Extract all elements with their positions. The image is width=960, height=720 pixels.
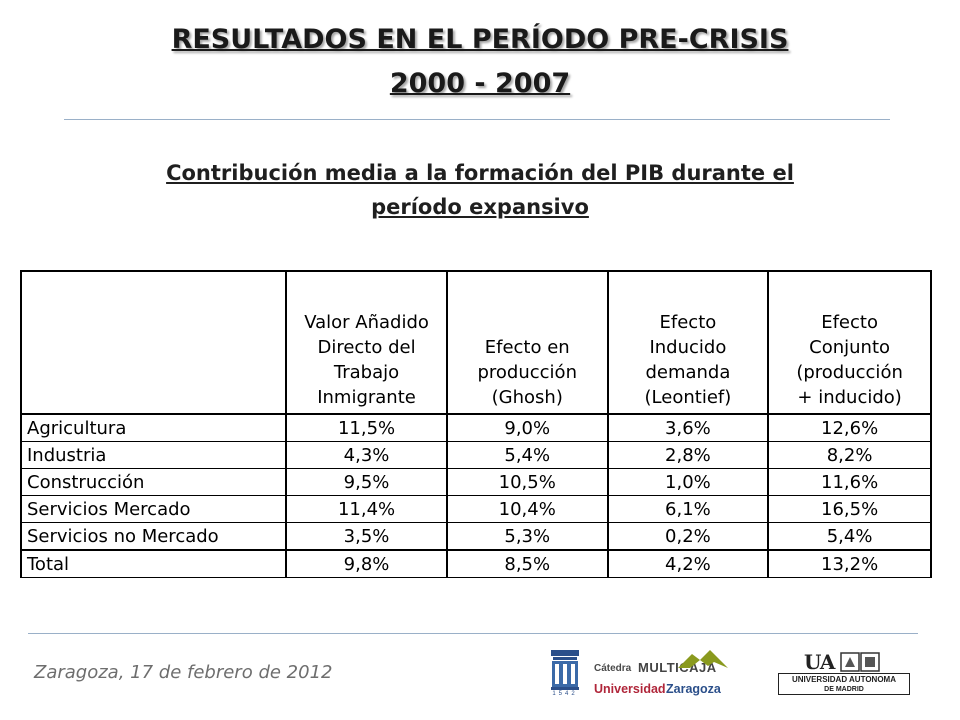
uam-name-line1: UNIVERSIDAD AUTONOMA (791, 675, 896, 684)
mountain-icon (678, 650, 728, 668)
cell-induced-effect: 0,2% (606, 522, 770, 551)
slide-title: RESULTADOS EN EL PERÍODO PRE-CRISIS (171, 24, 789, 55)
cell-production-effect: 10,5% (445, 468, 609, 496)
table-row: Industria 4,3% 5,4% 2,8% 8,2% (19, 441, 932, 469)
cell-direct-value: 11,5% (285, 413, 448, 442)
zaragoza-label: Zaragoza (666, 682, 721, 696)
cell-production-effect: 9,0% (445, 413, 609, 442)
zaragoza-crest-year: 1542 (552, 691, 578, 697)
cell-induced-effect: 2,8% (606, 441, 770, 469)
cell-induced-effect: 6,1% (606, 495, 770, 523)
cell-direct-value: 9,8% (285, 549, 448, 578)
cell-joint-effect: 12,6% (767, 413, 932, 442)
cell-joint-effect: 8,2% (767, 441, 932, 469)
catedra-label: Cátedra (594, 663, 632, 674)
header-cell-joint-effect: Efecto Conjunto (producción + inducido) (767, 270, 932, 415)
cell-induced-effect: 3,6% (606, 413, 770, 442)
university-zaragoza-logo: 1542 (548, 646, 582, 702)
cell-joint-effect: 13,2% (767, 549, 932, 578)
title-divider (64, 119, 890, 120)
uam-crest-icon (840, 652, 880, 672)
table-caption: Contribución media a la formación del PI… (60, 156, 900, 224)
row-label: Industria (19, 441, 288, 469)
table-caption-line1: Contribución media a la formación del PI… (166, 161, 794, 185)
header-cell-empty (19, 270, 288, 415)
table-header-row: Valor Añadido Directo del Trabajo Inmigr… (19, 270, 932, 415)
row-label: Servicios no Mercado (19, 522, 288, 551)
catedra-multicaja-logo: Cátedra MULTICAJA Universidad Zaragoza (594, 648, 744, 700)
header-cell-production-effect: Efecto en producción (Ghosh) (445, 270, 609, 415)
footer-divider (28, 633, 918, 634)
cell-induced-effect: 1,0% (606, 468, 770, 496)
cell-direct-value: 11,4% (285, 495, 448, 523)
cell-direct-value: 9,5% (285, 468, 448, 496)
row-label: Total (19, 549, 288, 578)
cell-joint-effect: 16,5% (767, 495, 932, 523)
row-label: Servicios Mercado (19, 495, 288, 523)
uam-name-box: UNIVERSIDAD AUTONOMA DE MADRID (778, 673, 910, 695)
cell-production-effect: 5,3% (445, 522, 609, 551)
table-row: Agricultura 11,5% 9,0% 3,6% 12,6% (19, 413, 932, 442)
row-label: Agricultura (19, 413, 288, 442)
table-row: Servicios Mercado 11,4% 10,4% 6,1% 16,5% (19, 495, 932, 523)
universidad-label: Universidad (594, 682, 666, 696)
uam-mark: UA (804, 650, 835, 674)
row-label: Construcción (19, 468, 288, 496)
gdp-contribution-table: Valor Añadido Directo del Trabajo Inmigr… (19, 270, 932, 578)
table-row: Servicios no Mercado 3,5% 5,3% 0,2% 5,4% (19, 522, 932, 551)
cell-direct-value: 4,3% (285, 441, 448, 469)
cell-induced-effect: 4,2% (606, 549, 770, 578)
multicaja-label: MULTICAJA (638, 660, 717, 675)
zaragoza-crest-icon (551, 650, 579, 690)
table-caption-line2: período expansivo (371, 195, 589, 219)
uam-name-line2: DE MADRID (824, 686, 864, 693)
uam-logo: UA UNIVERSIDAD AUTONOMA DE MADRID (778, 650, 912, 698)
table-row: Construcción 9,5% 10,5% 1,0% 11,6% (19, 468, 932, 496)
header-cell-induced-effect: Efecto Inducido demanda (Leontief) (606, 270, 770, 415)
cell-joint-effect: 11,6% (767, 468, 932, 496)
cell-joint-effect: 5,4% (767, 522, 932, 551)
cell-production-effect: 8,5% (445, 549, 609, 578)
footer-place-date: Zaragoza, 17 de febrero de 2012 (34, 662, 333, 683)
header-cell-direct-value: Valor Añadido Directo del Trabajo Inmigr… (285, 270, 448, 415)
cell-direct-value: 3,5% (285, 522, 448, 551)
cell-production-effect: 10,4% (445, 495, 609, 523)
cell-production-effect: 5,4% (445, 441, 609, 469)
slide-title-years: 2000 - 2007 (389, 68, 571, 99)
table-row-total: Total 9,8% 8,5% 4,2% 13,2% (19, 549, 932, 578)
